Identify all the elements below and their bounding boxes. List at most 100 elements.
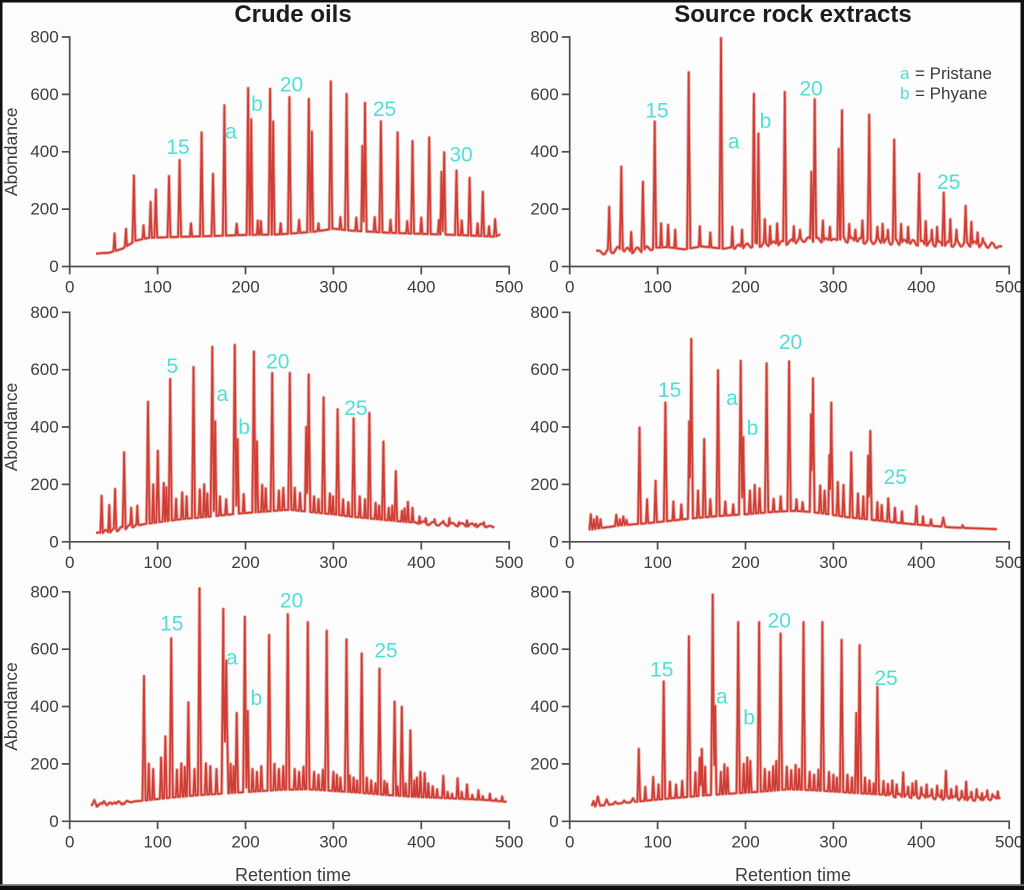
svg-text:0: 0	[549, 532, 558, 551]
svg-text:200: 200	[530, 475, 558, 494]
svg-text:100: 100	[643, 832, 671, 851]
svg-text:b: b	[251, 93, 263, 116]
svg-text:100: 100	[143, 278, 171, 297]
svg-text:300: 300	[819, 278, 847, 297]
svg-text:Source rock extracts: Source rock extracts	[674, 1, 911, 28]
svg-text:0: 0	[549, 812, 558, 831]
svg-text:20: 20	[799, 78, 822, 101]
svg-text:400: 400	[407, 278, 435, 297]
svg-text:25: 25	[874, 667, 897, 690]
svg-text:b: b	[747, 417, 759, 440]
svg-text:15: 15	[645, 100, 668, 123]
svg-text:0: 0	[49, 812, 58, 831]
svg-text:400: 400	[530, 697, 558, 716]
svg-text:800: 800	[530, 28, 558, 47]
svg-text:500: 500	[495, 553, 523, 572]
svg-text:800: 800	[30, 582, 58, 601]
svg-text:a: a	[217, 383, 229, 406]
svg-text:400: 400	[530, 142, 558, 161]
svg-text:25: 25	[937, 171, 960, 194]
svg-text:400: 400	[30, 418, 58, 437]
svg-text:600: 600	[30, 640, 58, 659]
svg-text:a: a	[726, 387, 738, 410]
svg-text:400: 400	[530, 418, 558, 437]
svg-text:30: 30	[449, 144, 472, 167]
svg-text:25: 25	[344, 397, 367, 420]
svg-text:= Pristane: = Pristane	[915, 64, 992, 83]
svg-text:0: 0	[549, 257, 558, 276]
svg-text:Abondance: Abondance	[1, 108, 21, 197]
svg-text:400: 400	[907, 278, 935, 297]
svg-text:400: 400	[907, 832, 935, 851]
svg-text:500: 500	[995, 553, 1023, 572]
svg-text:25: 25	[373, 98, 396, 121]
svg-text:Retention time: Retention time	[735, 865, 851, 885]
svg-text:200: 200	[30, 475, 58, 494]
svg-text:200: 200	[731, 553, 759, 572]
svg-text:100: 100	[643, 278, 671, 297]
svg-text:400: 400	[407, 832, 435, 851]
svg-text:600: 600	[30, 360, 58, 379]
svg-text:200: 200	[530, 200, 558, 219]
svg-text:800: 800	[30, 28, 58, 47]
svg-text:0: 0	[565, 278, 574, 297]
svg-text:20: 20	[280, 74, 303, 97]
svg-text:0: 0	[65, 278, 74, 297]
svg-text:200: 200	[231, 832, 259, 851]
svg-text:0: 0	[65, 553, 74, 572]
svg-text:600: 600	[530, 360, 558, 379]
svg-text:300: 300	[319, 278, 347, 297]
svg-text:20: 20	[266, 351, 289, 374]
svg-text:300: 300	[319, 832, 347, 851]
svg-text:0: 0	[49, 532, 58, 551]
svg-text:a: a	[716, 686, 728, 709]
svg-text:800: 800	[530, 582, 558, 601]
svg-text:Abondance: Abondance	[1, 662, 21, 751]
svg-text:100: 100	[143, 832, 171, 851]
svg-text:400: 400	[907, 553, 935, 572]
svg-text:100: 100	[143, 553, 171, 572]
svg-text:400: 400	[407, 553, 435, 572]
svg-text:b: b	[743, 707, 755, 730]
svg-text:Retention time: Retention time	[235, 865, 351, 885]
svg-text:200: 200	[30, 200, 58, 219]
svg-text:200: 200	[731, 832, 759, 851]
svg-text:0: 0	[565, 832, 574, 851]
svg-text:500: 500	[995, 278, 1023, 297]
svg-text:0: 0	[49, 257, 58, 276]
svg-text:15: 15	[166, 136, 189, 159]
svg-text:a: a	[226, 646, 238, 669]
svg-text:500: 500	[995, 832, 1023, 851]
svg-text:15: 15	[650, 658, 673, 681]
svg-text:20: 20	[779, 331, 802, 354]
svg-text:500: 500	[495, 832, 523, 851]
svg-text:b: b	[760, 110, 772, 133]
svg-text:a: a	[728, 131, 740, 154]
svg-text:b: b	[900, 84, 909, 103]
svg-text:600: 600	[530, 85, 558, 104]
svg-text:5: 5	[167, 355, 179, 378]
svg-text:600: 600	[30, 85, 58, 104]
svg-text:300: 300	[819, 553, 847, 572]
svg-text:0: 0	[65, 832, 74, 851]
svg-text:600: 600	[530, 640, 558, 659]
svg-text:15: 15	[160, 613, 183, 636]
svg-text:= Phyane: = Phyane	[915, 84, 987, 103]
svg-text:Abondance: Abondance	[1, 383, 21, 472]
svg-text:200: 200	[731, 278, 759, 297]
svg-text:a: a	[900, 64, 910, 83]
svg-text:200: 200	[231, 278, 259, 297]
svg-text:a: a	[225, 121, 237, 144]
svg-text:800: 800	[530, 303, 558, 322]
svg-text:15: 15	[658, 379, 681, 402]
svg-text:0: 0	[565, 553, 574, 572]
svg-text:20: 20	[280, 590, 303, 613]
svg-text:25: 25	[374, 640, 397, 663]
svg-text:500: 500	[495, 278, 523, 297]
svg-text:20: 20	[768, 610, 791, 633]
svg-text:400: 400	[30, 697, 58, 716]
svg-text:b: b	[250, 687, 262, 710]
svg-text:b: b	[238, 416, 250, 439]
svg-text:25: 25	[884, 466, 907, 489]
svg-text:100: 100	[643, 553, 671, 572]
